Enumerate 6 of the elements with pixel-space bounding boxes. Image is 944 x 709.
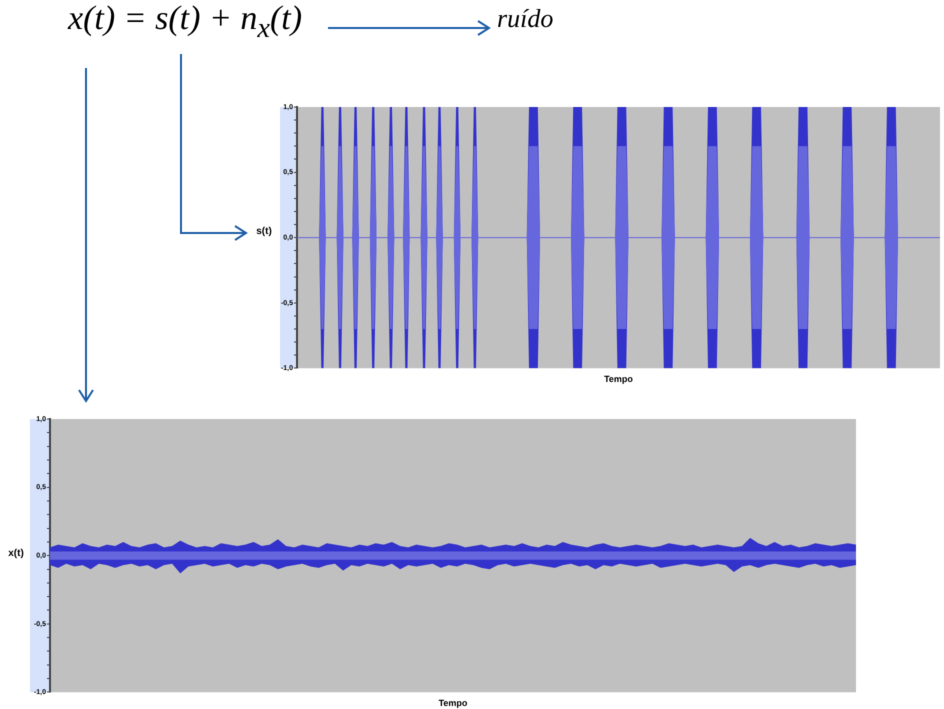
y-axis-title: x(t) xyxy=(7,548,25,559)
x-axis-title: Tempo xyxy=(438,698,468,708)
text: ruído xyxy=(497,4,554,34)
text: x(t) = s(t) + n$_{x}$(t) xyxy=(68,0,302,45)
x-axis-title: Tempo xyxy=(604,374,634,384)
y-axis-title: s(t) xyxy=(255,226,273,237)
